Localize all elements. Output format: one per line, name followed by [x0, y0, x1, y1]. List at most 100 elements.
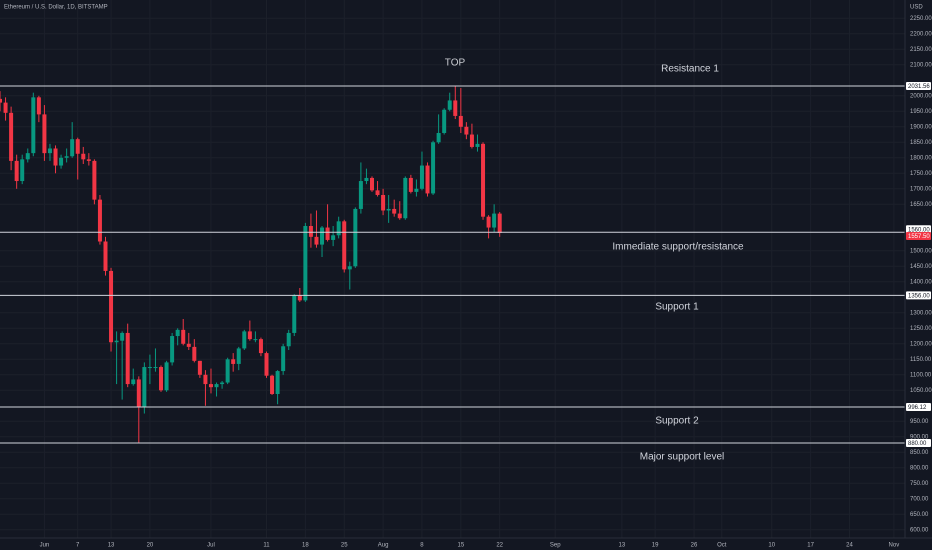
candle-body — [14, 160, 19, 182]
candle-body — [286, 332, 291, 347]
grid — [0, 0, 905, 538]
candle-body — [225, 359, 230, 383]
y-tick-label: 1050.00 — [910, 388, 932, 394]
candle-body — [375, 190, 380, 195]
candle-body — [114, 340, 119, 343]
y-tick-label: 1900.00 — [910, 124, 932, 130]
x-tick-label: 26 — [691, 543, 698, 549]
candle-body — [314, 236, 319, 245]
candle-body — [336, 221, 341, 236]
candle-body — [408, 177, 413, 192]
candle-body — [414, 188, 419, 192]
y-tick-label: 2200.00 — [910, 31, 932, 37]
level-tag — [906, 225, 931, 234]
x-tick-label: 15 — [457, 543, 464, 549]
candle-body — [436, 132, 441, 143]
candle-body — [403, 177, 408, 219]
candle-body — [86, 159, 91, 161]
candle-body — [258, 339, 263, 354]
x-tick-label: 19 — [652, 543, 659, 549]
candle-body — [497, 213, 502, 233]
level-tag — [906, 82, 931, 91]
candle-body — [419, 165, 424, 189]
candle-body — [136, 379, 141, 408]
x-tick-label: Aug — [378, 543, 389, 549]
y-tick-label: 1300.00 — [910, 310, 932, 316]
y-tick-label: 2100.00 — [910, 62, 932, 68]
y-tick-label: 950.00 — [910, 419, 929, 425]
candle-body — [186, 343, 191, 347]
candle-body — [53, 148, 58, 166]
level-label: 1560.00 — [908, 227, 930, 233]
last-price-tag — [906, 231, 931, 240]
candle-body — [481, 143, 486, 217]
candle-body — [208, 384, 213, 388]
candle-body — [458, 115, 463, 127]
y-tick-label: 1800.00 — [910, 155, 932, 161]
y-tick-label: 800.00 — [910, 465, 929, 471]
x-tick-label: 20 — [147, 543, 154, 549]
candle-body — [153, 367, 158, 369]
candle-body — [64, 156, 69, 158]
x-tick-label: 24 — [846, 543, 853, 549]
candle-body — [220, 382, 225, 385]
y-tick-label: 1400.00 — [910, 279, 932, 285]
candle-body — [364, 177, 369, 182]
x-tick-label: 8 — [420, 543, 424, 549]
candle-body — [325, 227, 330, 240]
y-tick-label: 650.00 — [910, 512, 929, 518]
candle-body — [131, 379, 136, 385]
y-tick-label: 1700.00 — [910, 186, 932, 192]
candle-body — [3, 102, 8, 113]
candle-body — [308, 225, 313, 237]
level-tag — [906, 291, 931, 300]
candle-body — [342, 221, 347, 270]
y-tick-label: 850.00 — [910, 450, 929, 456]
candle-body — [142, 367, 147, 408]
candle-body — [469, 134, 474, 147]
annotation: Major support level — [640, 452, 724, 463]
candle-body — [164, 362, 169, 391]
y-tick-label: 1450.00 — [910, 264, 932, 270]
y-tick-label: 1200.00 — [910, 341, 932, 347]
candle-body — [42, 114, 47, 154]
candle-body — [242, 331, 247, 349]
candle-body — [331, 235, 336, 240]
level-label: 1356.00 — [908, 294, 930, 300]
x-tick-label: Jun — [40, 543, 50, 549]
candle-body — [103, 241, 108, 271]
candle-body — [25, 153, 30, 160]
y-tick-label: 600.00 — [910, 527, 929, 533]
level-label: 2031.56 — [908, 84, 930, 90]
y-tick-label: 1150.00 — [910, 357, 932, 363]
y-tick-label: 1100.00 — [910, 372, 932, 378]
y-tick-label: 2150.00 — [910, 47, 932, 53]
x-tick-label: 17 — [807, 543, 814, 549]
candle-body — [275, 371, 280, 395]
y-tick-label: 1750.00 — [910, 171, 932, 177]
candle-body — [320, 227, 325, 245]
candle-body — [447, 100, 452, 110]
candle-body — [425, 165, 430, 194]
annotation: Immediate support/resistance — [612, 242, 744, 253]
currency-label: USD — [910, 5, 923, 11]
candle-body — [270, 375, 275, 395]
plot — [0, 85, 905, 444]
candle-body — [264, 353, 269, 376]
candle-body — [297, 295, 302, 301]
candle-body — [303, 225, 308, 301]
y-tick-label: 750.00 — [910, 481, 929, 487]
candle-body — [453, 100, 458, 116]
y-tick-label: 2250.00 — [910, 16, 932, 22]
axes: 600.00 650.00 700.00 750.00 800.00 850.00 900.… — [40, 16, 932, 549]
candle-body — [197, 360, 202, 375]
candle-body — [120, 332, 125, 341]
level-tag — [906, 438, 931, 447]
candle-body — [59, 157, 64, 166]
candle-body — [392, 208, 397, 214]
candle-body — [70, 139, 75, 157]
x-tick-label: Jul — [207, 543, 215, 549]
candle-body — [36, 97, 41, 115]
x-tick-label: Nov — [889, 543, 900, 549]
